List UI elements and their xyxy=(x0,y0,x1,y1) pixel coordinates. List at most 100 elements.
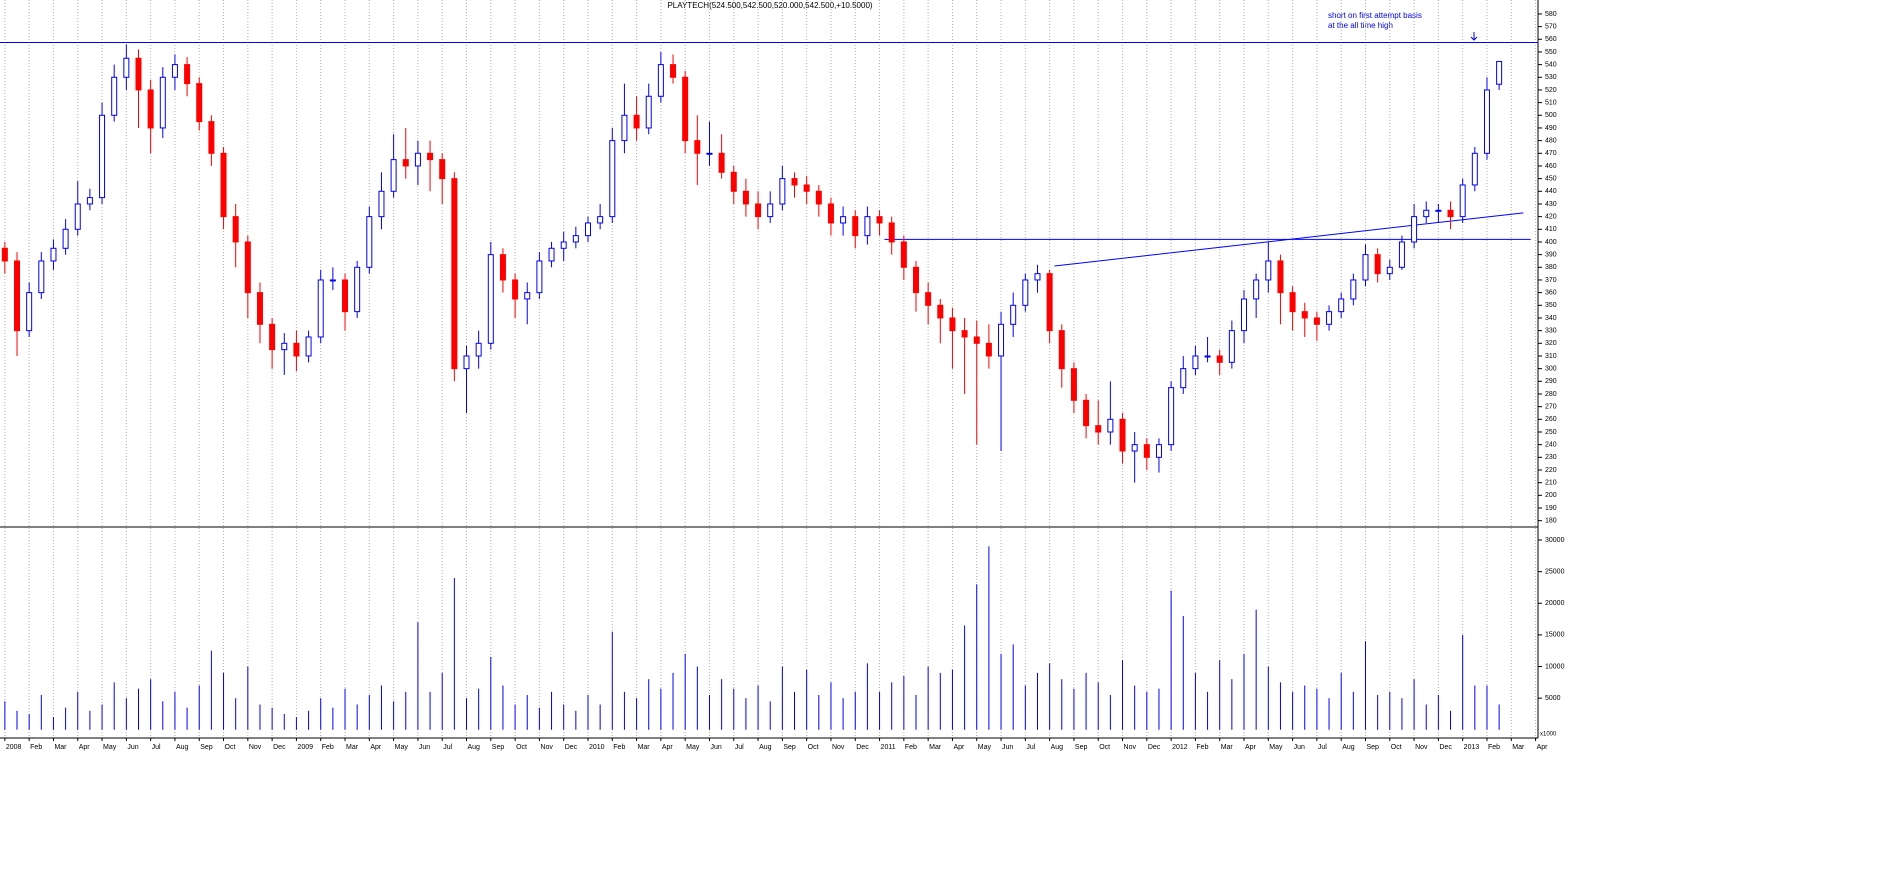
candle-body xyxy=(1168,387,1175,446)
candle-body xyxy=(973,336,980,344)
candle-body xyxy=(597,216,604,224)
candle-body xyxy=(1265,260,1272,281)
candle-body xyxy=(1435,209,1442,212)
candle-body xyxy=(1107,418,1114,433)
candle-body xyxy=(366,216,373,268)
candle-body xyxy=(1423,209,1430,218)
candle-body xyxy=(633,114,640,129)
candle-body xyxy=(402,159,409,167)
x-tick-label: 2010 xyxy=(589,744,605,751)
candle-body xyxy=(1277,260,1284,294)
candle-body xyxy=(62,228,69,249)
candle-body xyxy=(888,222,895,243)
x-tick-label: Sep xyxy=(1366,744,1379,751)
y-tick-label: 320 xyxy=(1545,340,1557,347)
candle-body xyxy=(317,279,324,338)
candle-body xyxy=(1228,330,1235,363)
x-tick-label: Jun xyxy=(710,744,721,751)
y-tick-label: 550 xyxy=(1545,49,1557,56)
y-tick-label: 450 xyxy=(1545,175,1557,182)
candle-body xyxy=(864,216,871,237)
y-tick-label: 560 xyxy=(1545,36,1557,43)
candle-body xyxy=(767,203,774,218)
x-tick-label: Sep xyxy=(200,744,213,751)
candle-body xyxy=(1338,298,1345,313)
candle-body xyxy=(50,247,57,262)
x-tick-label: Apr xyxy=(662,744,674,751)
x-tick-label: Nov xyxy=(832,744,845,751)
candle-body xyxy=(26,292,33,332)
y-tick-label: 440 xyxy=(1545,188,1557,195)
y-tick-label: 5000 xyxy=(1545,695,1561,702)
candle-body xyxy=(1155,444,1162,458)
candle-body xyxy=(74,203,81,230)
candle-body xyxy=(269,323,276,351)
x-tick-label: May xyxy=(103,744,117,751)
candle-body xyxy=(852,216,859,237)
y-tick-label: 510 xyxy=(1545,99,1557,106)
candle-body xyxy=(1362,254,1369,281)
y-tick-label: 370 xyxy=(1545,277,1557,284)
candle-body xyxy=(184,64,191,85)
y-tick-label: 380 xyxy=(1545,264,1557,271)
x-tick-label: 2009 xyxy=(297,744,313,751)
candle-body xyxy=(779,178,786,205)
candle-body xyxy=(293,342,300,357)
y-tick-label: 400 xyxy=(1545,239,1557,246)
candle-body xyxy=(1289,292,1296,313)
candle-body xyxy=(451,178,458,370)
y-tick-label: 210 xyxy=(1545,480,1557,487)
x-tick-label: Jun xyxy=(419,744,430,751)
x-tick-label: May xyxy=(395,744,409,751)
candle-body xyxy=(985,342,992,357)
candle-body xyxy=(657,64,664,97)
candle-body xyxy=(670,64,677,78)
y-tick-label: 260 xyxy=(1545,416,1557,423)
candle-body xyxy=(475,342,482,357)
x-tick-label: Apr xyxy=(953,744,965,751)
annotation-arrow xyxy=(1470,32,1478,41)
candle-body xyxy=(1447,209,1454,218)
y-tick-label: 570 xyxy=(1545,23,1557,30)
y-tick-label: 190 xyxy=(1545,505,1557,512)
candle-body xyxy=(14,260,21,332)
x-tick-label: Feb xyxy=(1196,744,1208,751)
x-tick-label: Jun xyxy=(1002,744,1013,751)
candle-body xyxy=(645,95,652,129)
candle-body xyxy=(99,114,106,199)
candle-body xyxy=(1058,330,1065,370)
x-tick-label: Oct xyxy=(225,744,236,751)
candle-body xyxy=(900,241,907,268)
y-tick-label: 500 xyxy=(1545,112,1557,119)
x-tick-label: May xyxy=(1269,744,1283,751)
y-tick-label: 490 xyxy=(1545,125,1557,132)
candle-body xyxy=(949,317,956,332)
candle-body xyxy=(232,216,239,243)
volume-unit-label: x1000 xyxy=(1540,732,1557,738)
candle-body xyxy=(572,235,579,243)
y-tick-label: 470 xyxy=(1545,150,1557,157)
x-tick-label: May xyxy=(978,744,992,751)
candle-body xyxy=(1204,355,1211,358)
x-tick-label: Mar xyxy=(346,744,359,751)
y-tick-label: 410 xyxy=(1545,226,1557,233)
x-tick-label: Jul xyxy=(443,744,452,751)
candle-body xyxy=(487,254,494,344)
x-tick-label: Oct xyxy=(808,744,819,751)
candle-body xyxy=(827,203,834,224)
y-tick-label: 420 xyxy=(1545,213,1557,220)
candle-body xyxy=(1083,399,1090,427)
candle-body xyxy=(499,254,506,281)
x-tick-label: Feb xyxy=(1488,744,1500,751)
y-tick-label: 270 xyxy=(1545,403,1557,410)
y-tick-label: 240 xyxy=(1545,442,1557,449)
x-tick-label: Apr xyxy=(79,744,91,751)
candle-body xyxy=(584,222,591,237)
candle-body xyxy=(560,241,567,249)
y-tick-label: 430 xyxy=(1545,201,1557,208)
candle-body xyxy=(1471,152,1478,186)
x-tick-label: 2011 xyxy=(881,744,896,751)
y-tick-label: 300 xyxy=(1545,365,1557,372)
candle-body xyxy=(342,279,349,313)
